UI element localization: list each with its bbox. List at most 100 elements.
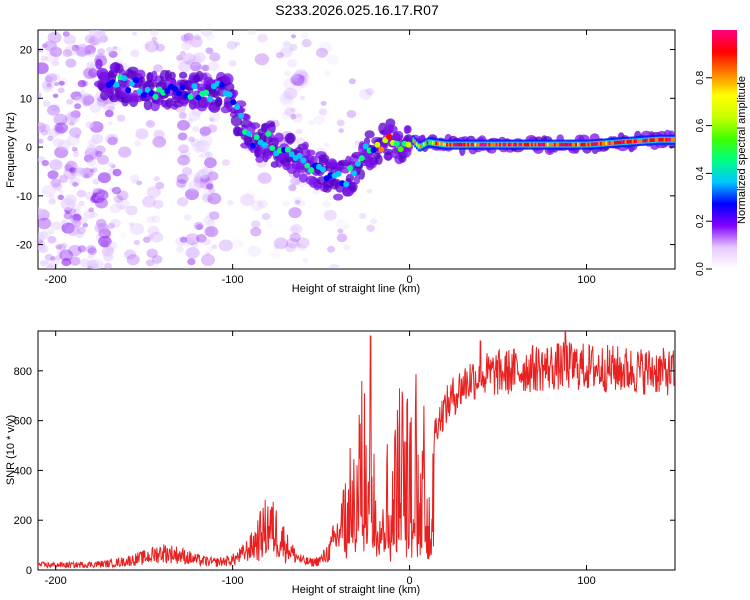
spectrogram-ridge-core [550,142,553,147]
spectrogram-noise-cell [319,41,333,54]
spectrogram-ridge-core [646,138,649,143]
spectrogram-ridge-core [465,142,468,147]
spectrogram-noise-cell [200,30,213,37]
spectrogram-noise-cell [291,74,300,82]
spectrogram-ridge-core [447,142,450,147]
spectrogram-noise-cell [134,140,142,147]
spectrogram-noise-cell [366,224,376,232]
spectrogram-noise-cell [193,221,204,231]
spectrogram-ridge-core [520,142,523,147]
spectrogram-noise-cell [187,258,196,266]
spectrogram-noise-cell [54,146,69,159]
spectrogram-ridge-halo [353,175,361,185]
spectrogram-noise-cell [46,83,52,88]
spectrogram-ridge-core [548,142,551,147]
spectrogram-amplitude-field [38,30,675,269]
spectrogram-noise-cell [55,244,63,250]
spectrogram-noise-cell [76,189,87,198]
spectrogram-noise-cell [191,241,199,248]
spectrogram-ridge-core [656,138,659,142]
spectrogram-ridge-core [454,142,458,147]
spectrogram-noise-cell [124,249,137,260]
spectrogram-ridge-halo [127,66,139,74]
colorbar-ticks: 0.0 0.2 0.4 0.6 0.8 [695,70,712,276]
colorbar-tick-label: 0.4 [695,166,706,180]
spectrogram-noise-cell [290,73,305,86]
spectrogram-ridge-core [665,137,668,142]
spectrogram-ridge-core [386,133,393,140]
spectrogram-ridge-core [672,137,675,142]
spectrogram-ridge-halo [391,134,403,141]
spectrogram-noise-cell [49,159,63,171]
spectrogram-noise-cell [180,184,187,190]
spectrogram-ridge-core [148,90,155,97]
spectrogram-noise-cell [276,51,284,59]
spectrogram-noise-cell [68,244,82,257]
spectrogram-noise-cell [257,172,272,184]
spectrogram-ridge-core [577,142,580,147]
spectrogram-noise-cell [104,245,115,254]
spectrogram-noise-cell [135,128,149,140]
spectrogram-ridge-core [477,142,481,147]
spectrogram-noise-cell [76,167,85,175]
spectrogram-noise-cell [45,255,60,268]
spectrogram-noise-cell [281,111,291,119]
spectrogram-noise-cell [147,234,154,240]
spectrogram-noise-cell [91,167,98,173]
spectrogram-ridge-core [195,94,202,101]
spectrogram-noise-cell [328,263,340,269]
snr-x-tick-label: -100 [222,575,244,587]
spectrogram-ridge-halo [318,154,330,164]
spectrogram-ridge-core [532,142,535,147]
spectrogram-noise-cell [144,40,159,53]
spectrogram-ridge-halo [374,154,383,165]
spectrogram-noise-cell [177,197,189,207]
spectrogram-noise-cell [348,78,356,85]
spectrogram-ridge-core [637,139,640,143]
spectrogram-noise-cell [188,110,201,122]
spectrogram-noise-cell [77,79,87,88]
spectrogram-noise-cell [152,262,159,268]
spectrogram-ridge-halo [138,76,146,84]
spectrogram-noise-cell [235,41,241,46]
spectrogram-noise-cell [246,30,257,36]
spectrogram-noise-cell [308,120,315,126]
spectrogram-ridge-halo [164,77,177,87]
snr-x-ticks: -200 -100 0 100 [45,331,596,587]
figure-title: S233.2026.025.16.17.R07 [275,2,439,18]
spectrogram-noise-cell [86,245,97,254]
spectrogram-ridge-core [444,142,447,147]
spectrogram-ridge-core [536,142,539,147]
spectrogram-ridge-core [203,89,210,96]
spectrogram-noise-cell [127,255,139,266]
spectrogram-noise-cell [203,226,216,237]
spectrogram-ridge-core [405,141,412,148]
spectrogram-noise-cell [283,87,298,100]
spectrogram-noise-cell [193,34,202,41]
spectrogram-ridge-core [423,142,426,147]
spectrogram-noise-cell [296,237,310,249]
spectrogram-noise-cell [245,191,255,199]
spectrogram-ridge-core [589,142,592,147]
spectrogram-noise-cell [207,61,220,72]
spectrogram-noise-cell [113,195,124,203]
spectrogram-ridge-core [140,92,147,99]
spectrogram-noise-cell [337,228,344,234]
spectrogram-noise-cell [92,178,100,185]
spectrogram-noise-cell [129,223,145,235]
spectrogram-ridge-core [663,137,666,142]
spectrogram-noise-cell [72,181,79,187]
spectrogram-noise-cell [38,207,43,215]
spectrogram-noise-cell [194,177,207,189]
spectrogram-y-tick-label: -10 [16,191,32,203]
snr-y-tick-label: 400 [14,465,32,477]
spectrogram-noise-cell [208,112,221,123]
spectrogram-noise-cell [57,139,71,151]
spectrogram-noise-cell [98,235,112,248]
spectrogram-noise-cell [205,251,211,256]
spectrogram-ridge-core [456,142,459,147]
spectrogram-ridge-core [382,137,389,144]
spectrogram-ridge-core [557,142,560,147]
spectrogram-ridge-core [513,142,516,147]
spectrogram-noise-cell [293,200,300,206]
